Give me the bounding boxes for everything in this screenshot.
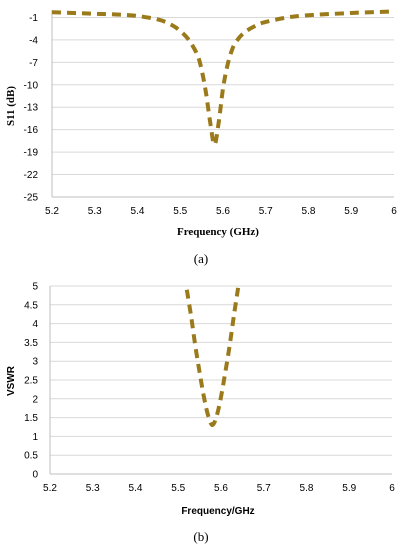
s11-x-axis-label: Frequency (GHz) — [177, 226, 259, 238]
x-tick-label: 5.3 — [86, 483, 100, 494]
x-tick-label: 5.4 — [131, 206, 145, 217]
s11-series — [51, 9, 395, 147]
x-tick-label: 5.4 — [129, 483, 143, 494]
s11-y-axis-label: S11 (dB) — [5, 86, 17, 126]
vswr-y-axis-label: VSWR — [6, 365, 17, 396]
y-tick-label: 3 — [32, 357, 38, 368]
y-tick-label: 2 — [32, 394, 38, 405]
x-tick-label: 5.7 — [259, 206, 273, 217]
x-tick-label: 5.5 — [171, 483, 185, 494]
y-tick-label: -7 — [29, 58, 38, 69]
chart-b: 5 4.5 4 3.5 3 2.5 2 1.5 1 0.5 0 5.2 5.3 5.4 5.5 5.6 5.7… — [6, 282, 395, 545]
x-tick-label: 5.8 — [302, 206, 316, 217]
s11-x-tick-labels: 5.2 5.3 5.4 5.5 5.6 5.7 5.8 5.9 6 — [45, 206, 397, 217]
y-tick-label: 4.5 — [24, 300, 38, 311]
y-tick-label: -16 — [24, 125, 39, 136]
s11-gridlines — [52, 16, 394, 198]
vswr-series — [184, 287, 241, 428]
vswr-x-axis-label: Frequency/GHz — [181, 506, 254, 517]
caption-a: (a) — [194, 251, 208, 266]
x-tick-label: 5.9 — [344, 206, 358, 217]
caption-b: (b) — [193, 529, 208, 544]
x-tick-label: 5.3 — [88, 206, 102, 217]
y-tick-label: 3.5 — [24, 338, 38, 349]
y-tick-label: -22 — [24, 170, 39, 181]
x-tick-label: 5.9 — [342, 483, 356, 494]
y-tick-label: 0 — [32, 470, 38, 481]
x-tick-label: 5.5 — [173, 206, 187, 217]
y-tick-label: 1.5 — [24, 413, 38, 424]
y-tick-label: 1 — [32, 432, 38, 443]
x-tick-label: 6 — [391, 206, 397, 217]
y-tick-label: 5 — [32, 282, 38, 293]
x-tick-label: 5.8 — [300, 483, 314, 494]
s11-y-tick-labels: -1 -4 -7 -10 -13 -16 -19 -22 -25 — [24, 13, 39, 204]
x-tick-label: 5.7 — [257, 483, 271, 494]
vswr-gridlines — [50, 285, 392, 475]
s11-axes — [51, 10, 394, 198]
y-tick-label: -10 — [24, 80, 39, 91]
x-tick-label: 5.6 — [216, 206, 230, 217]
s11-line — [51, 9, 395, 147]
vswr-y-tick-labels: 5 4.5 4 3.5 3 2.5 2 1.5 1 0.5 0 — [24, 282, 38, 481]
y-tick-label: -4 — [29, 35, 38, 46]
chart-a: -1 -4 -7 -10 -13 -16 -19 -22 -25 5.2 5.3 5.4 5.5 5.6… — [5, 9, 397, 266]
x-tick-label: 5.6 — [214, 483, 228, 494]
x-tick-label: 5.2 — [45, 206, 59, 217]
y-tick-label: -25 — [24, 193, 39, 204]
x-tick-label: 5.2 — [43, 483, 57, 494]
x-tick-label: 6 — [389, 483, 395, 494]
y-tick-label: -19 — [24, 148, 39, 159]
vswr-axes — [49, 286, 392, 475]
y-tick-label: -13 — [24, 103, 39, 114]
vswr-line — [184, 287, 241, 428]
y-tick-label: 2.5 — [24, 376, 38, 387]
y-tick-label: 4 — [32, 319, 38, 330]
y-tick-label: -1 — [29, 13, 38, 24]
y-tick-label: 0.5 — [24, 451, 38, 462]
vswr-x-tick-labels: 5.2 5.3 5.4 5.5 5.6 5.7 5.8 5.9 6 — [43, 483, 395, 494]
